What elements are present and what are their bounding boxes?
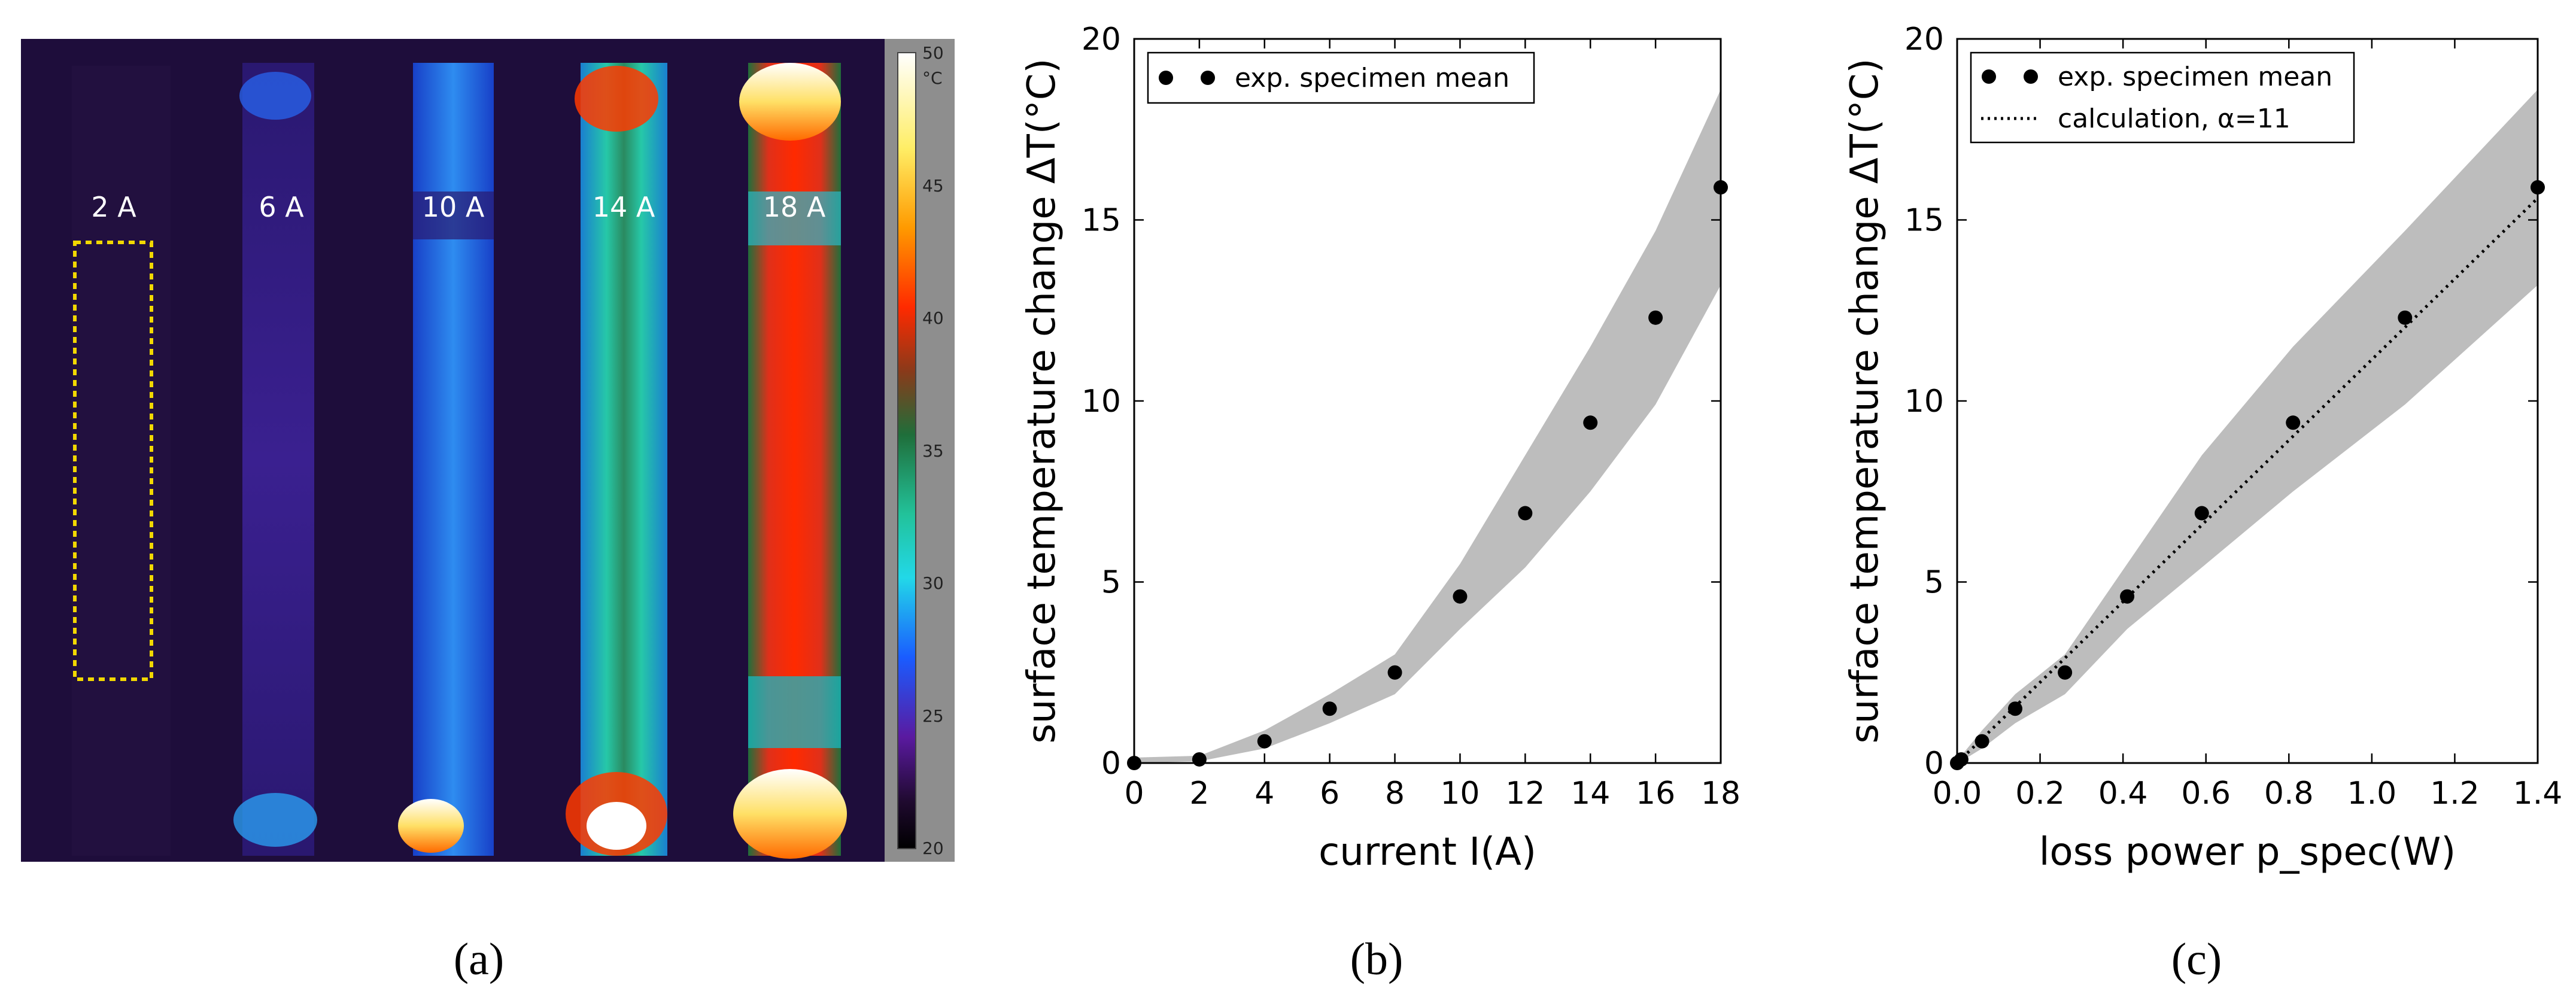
colorbar-tick: 40 — [922, 308, 944, 328]
x-tick-label: 2 — [1189, 776, 1209, 811]
legend-marker — [1201, 71, 1215, 85]
x-tick-label: 1.2 — [2430, 776, 2480, 811]
specimen-14a — [581, 63, 667, 856]
x-tick-label: 8 — [1385, 776, 1405, 811]
x-tick-label: 0.4 — [2098, 776, 2148, 811]
x-tick-label: 4 — [1254, 776, 1274, 811]
measurement-roi-box — [73, 241, 153, 681]
y-tick-label: 5 — [1924, 565, 1944, 601]
label-14a: 14 A — [593, 191, 655, 223]
x-tick-label: 18 — [1701, 776, 1740, 811]
legend: exp. specimen mean calculation, α=11 — [1970, 51, 2355, 144]
data-point — [1192, 752, 1207, 767]
x-tick-label: 0.8 — [2264, 776, 2314, 811]
colorbar-tick: 30 — [922, 573, 944, 593]
colorbar-ticks: 50 °C 45 40 35 30 25 20 — [922, 43, 944, 858]
specimen-6a — [242, 63, 314, 856]
x-tick-label: 0.2 — [2015, 776, 2065, 811]
data-point — [1518, 506, 1533, 521]
data-point — [1127, 756, 1141, 770]
panel-b-chart: 0 2 4 6 8 10 12 14 16 18 0 5 10 15 20 exp. specimen me… — [1020, 22, 1740, 874]
legend-marker — [2024, 69, 2038, 84]
data-point — [1648, 310, 1663, 325]
y-tick-label: 0 — [1101, 746, 1121, 782]
label-2a: 2 A — [91, 191, 136, 223]
x-tick-label: 1.4 — [2513, 776, 2563, 811]
x-tick-label: 14 — [1570, 776, 1610, 811]
current-labels: 2 A 6 A 10 A 14 A 18 A — [91, 191, 826, 223]
uncertainty-band — [1134, 89, 1721, 764]
legend-label: exp. specimen mean — [2058, 62, 2332, 92]
data-point — [2008, 701, 2022, 716]
data-point — [1257, 734, 1272, 749]
x-tick-label: 16 — [1636, 776, 1675, 811]
caption-a: (a) — [454, 934, 504, 984]
legend-label: exp. specimen mean — [1235, 63, 1509, 93]
data-point — [1583, 415, 1598, 430]
x-tick-label: 0.6 — [2181, 776, 2231, 811]
y-tick-label: 20 — [1082, 22, 1121, 57]
data-point — [2058, 665, 2073, 680]
colorbar — [897, 52, 916, 849]
x-axis-label: loss power p_spec(W) — [2039, 830, 2456, 874]
x-tick-label: 0 — [1124, 776, 1144, 811]
data-point — [1322, 701, 1337, 716]
data-point — [1387, 665, 1402, 680]
x-tick-label: 6 — [1320, 776, 1339, 811]
colorbar-panel — [885, 39, 955, 862]
data-point — [1974, 734, 1989, 749]
caption-c: (c) — [2171, 934, 2222, 984]
data-point — [2398, 310, 2413, 325]
uncertainty-band — [1957, 89, 2538, 764]
data-point — [1954, 752, 1969, 767]
y-tick-label: 10 — [1904, 384, 1944, 420]
legend: exp. specimen mean — [1147, 51, 1535, 104]
caption-b: (b) — [1350, 934, 1404, 984]
label-10a: 10 A — [422, 191, 485, 223]
x-tick-label: 0.0 — [1933, 776, 1982, 811]
x-axis-label: current I(A) — [1319, 830, 1536, 874]
data-point — [2194, 506, 2209, 521]
data-point — [2531, 180, 2545, 195]
specimen-2a — [72, 66, 171, 856]
y-tick-label: 15 — [1082, 203, 1121, 239]
label-18a: 18 A — [763, 191, 826, 223]
y-axis-label: surface temperature change ΔT(°C) — [1020, 59, 1064, 744]
y-tick-label: 5 — [1101, 565, 1121, 601]
y-tick-label: 15 — [1904, 203, 1944, 239]
data-point — [2286, 415, 2301, 430]
colorbar-tick: 45 — [922, 176, 944, 196]
specimen-10a — [413, 63, 494, 856]
data-point — [1714, 180, 1728, 195]
y-tick-label: 10 — [1082, 384, 1121, 420]
legend-label: calculation, α=11 — [2058, 104, 2291, 134]
x-tick-label: 12 — [1505, 776, 1545, 811]
x-tick-label: 10 — [1440, 776, 1480, 811]
colorbar-tick: 25 — [922, 706, 944, 726]
x-tick-label: 1.0 — [2347, 776, 2397, 811]
y-tick-label: 20 — [1904, 22, 1944, 57]
panel-c-chart: 0.0 0.2 0.4 0.6 0.8 1.0 1.2 1.4 0 5 10 15 20 exp. sp… — [1843, 22, 2562, 874]
panel-a-thermal-image: 2 A 6 A 10 A 14 A 18 A 50 °C 45 40 35 30… — [21, 39, 955, 862]
colorbar-unit: °C — [922, 68, 943, 88]
y-tick-label: 0 — [1924, 746, 1944, 782]
data-point — [1453, 589, 1468, 604]
colorbar-tick: 50 — [922, 43, 944, 63]
legend-box — [1970, 51, 2355, 144]
colorbar-tick: 20 — [922, 838, 944, 858]
legend-marker — [1982, 69, 1996, 84]
label-6a: 6 A — [259, 191, 304, 223]
y-axis-label: surface temperature change ΔT(°C) — [1843, 59, 1887, 744]
colorbar-tick: 35 — [922, 441, 944, 461]
legend-marker — [1159, 71, 1173, 85]
